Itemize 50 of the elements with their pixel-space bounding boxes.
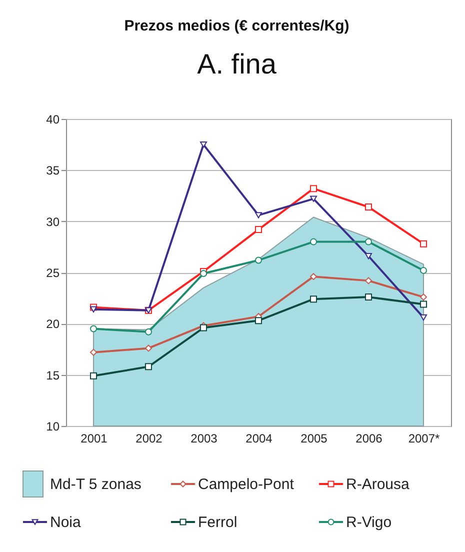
point <box>310 185 317 192</box>
point <box>255 226 262 234</box>
point <box>365 277 372 284</box>
chart-title: Prezos medios (€ correntes/Kg) <box>124 18 350 34</box>
point <box>310 238 317 246</box>
point <box>420 294 427 301</box>
y-tick-label: 25 <box>46 266 60 280</box>
point <box>365 253 372 260</box>
y-tick-label: 20 <box>46 317 60 332</box>
point <box>310 273 317 280</box>
point <box>90 325 97 332</box>
point <box>365 204 372 211</box>
point <box>420 300 427 308</box>
point <box>145 344 152 352</box>
point <box>145 328 152 336</box>
point <box>90 348 97 356</box>
x-tick-label: 2006 <box>356 432 383 446</box>
x-tick-label: 2005 <box>300 432 328 446</box>
point <box>90 372 97 380</box>
x-tick-label: 2003 <box>190 432 218 446</box>
x-tick-label: 2001 <box>80 432 108 446</box>
point <box>420 314 427 321</box>
point <box>310 196 317 202</box>
y-tick-label: 40 <box>46 112 60 126</box>
y-tick-label: 35 <box>46 164 60 178</box>
chart-subtitle: A. fina <box>197 48 277 80</box>
legend-label: R-Arousa <box>346 476 410 493</box>
legend-label: Md-T 5 zonas <box>50 476 142 493</box>
point <box>200 141 207 148</box>
legend-label: R-Vigo <box>346 514 392 531</box>
point <box>310 296 317 303</box>
point <box>255 212 262 218</box>
x-tick-label: 2004 <box>246 432 273 446</box>
point <box>200 270 207 278</box>
y-tick-label: 30 <box>46 214 60 229</box>
x-tick-label: 2007* <box>408 432 440 446</box>
point <box>420 266 427 274</box>
legend-label: Campelo-Pont <box>198 476 295 493</box>
x-tick-label: 2002 <box>136 432 163 446</box>
legend-label: Noia <box>50 514 82 531</box>
y-tick-label: 10 <box>46 420 60 434</box>
point <box>255 317 262 324</box>
legend-label: Ferrol <box>198 514 238 531</box>
y-tick-label: 15 <box>46 368 60 382</box>
point <box>90 306 97 312</box>
point <box>365 238 372 246</box>
point <box>420 240 427 248</box>
point <box>365 294 372 301</box>
point <box>255 256 262 264</box>
point <box>145 363 152 370</box>
